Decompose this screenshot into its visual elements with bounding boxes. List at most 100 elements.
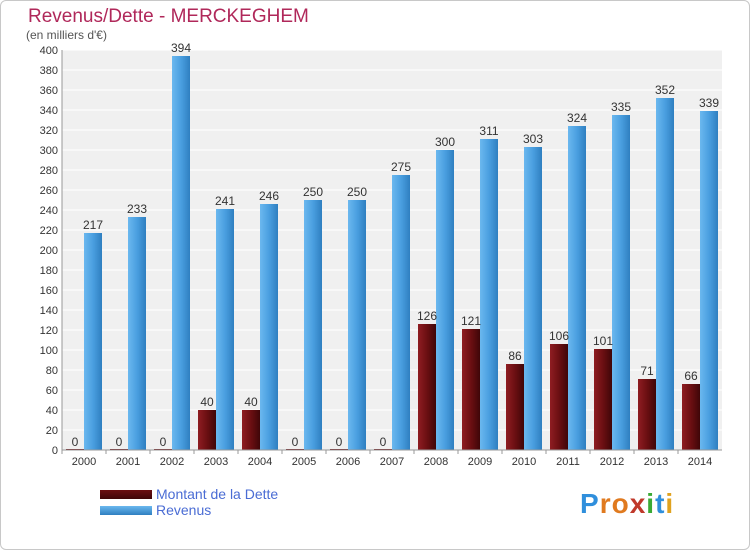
data-label: 339: [699, 96, 719, 110]
bar-revenus: [700, 111, 718, 450]
data-label: 241: [215, 194, 235, 208]
y-tick-label: 60: [46, 385, 58, 397]
bar-revenus: [172, 56, 190, 450]
logo-letter: o: [611, 488, 630, 519]
logo-letter: t: [655, 488, 666, 519]
legend: Montant de la Dette Revenus: [100, 486, 278, 518]
x-tick-label: 2002: [160, 456, 184, 468]
data-label: 352: [655, 83, 675, 97]
x-tick-label: 2010: [512, 456, 536, 468]
logo-letter: r: [599, 488, 612, 519]
y-tick-label: 120: [40, 325, 58, 337]
x-tick-label: 2012: [600, 456, 624, 468]
bar-dette: [638, 379, 656, 450]
data-label: 394: [171, 41, 191, 55]
data-label: 40: [200, 395, 214, 409]
data-label: 300: [435, 135, 455, 149]
x-tick-label: 2004: [248, 456, 272, 468]
data-label: 0: [116, 435, 123, 449]
x-tick-label: 2005: [292, 456, 316, 468]
bar-revenus: [128, 217, 146, 450]
data-label: 0: [72, 435, 79, 449]
data-label: 71: [640, 364, 654, 378]
x-tick-label: 2000: [72, 456, 96, 468]
bar-revenus: [612, 115, 630, 450]
logo-letter: P: [580, 488, 600, 519]
data-label: 0: [160, 435, 167, 449]
y-tick-label: 20: [46, 425, 58, 437]
data-label: 250: [347, 185, 367, 199]
y-tick-label: 40: [46, 405, 58, 417]
legend-label-revenus: Revenus: [156, 502, 212, 518]
x-tick-label: 2003: [204, 456, 228, 468]
x-tick-label: 2008: [424, 456, 448, 468]
chart-subtitle: (en milliers d'€): [26, 28, 107, 42]
chart-title: Revenus/Dette - MERCKEGHEM: [28, 6, 309, 27]
legend-swatch-debt: [100, 489, 152, 499]
data-label: 324: [567, 111, 587, 125]
data-label: 86: [508, 349, 522, 363]
proxiti-logo: Proxiti: [580, 488, 674, 520]
bar-revenus: [260, 204, 278, 450]
y-tick-label: 160: [40, 285, 58, 297]
data-label: 303: [523, 132, 543, 146]
logo-letter: x: [629, 488, 647, 519]
x-tick-label: 2009: [468, 456, 492, 468]
bar-revenus: [392, 175, 410, 450]
data-label: 217: [83, 218, 103, 232]
legend-label-debt: Montant de la Dette: [156, 486, 279, 502]
bar-dette: [462, 329, 480, 450]
data-label: 126: [417, 309, 437, 323]
bar-dette: [198, 410, 216, 450]
x-tick-label: 2013: [644, 456, 668, 468]
bar-revenus: [524, 147, 542, 450]
data-label: 233: [127, 202, 147, 216]
logo-letter: i: [665, 488, 675, 519]
y-tick-label: 280: [40, 165, 58, 177]
bar-revenus: [348, 200, 366, 450]
bar-dette: [682, 384, 700, 450]
y-tick-label: 320: [40, 125, 58, 137]
data-label: 40: [244, 395, 258, 409]
y-tick-label: 380: [40, 65, 58, 77]
data-label: 0: [380, 435, 387, 449]
data-label: 250: [303, 185, 323, 199]
y-tick-label: 0: [52, 445, 58, 457]
x-tick-label: 2014: [688, 456, 712, 468]
legend-item-revenus: Revenus: [100, 502, 278, 518]
legend-swatch-revenus: [100, 505, 152, 515]
bar-revenus: [568, 126, 586, 450]
bar-revenus: [436, 150, 454, 450]
data-label: 66: [684, 369, 698, 383]
data-label: 246: [259, 189, 279, 203]
data-label: 121: [461, 314, 481, 328]
data-label: 0: [336, 435, 343, 449]
x-tick-label: 2007: [380, 456, 404, 468]
data-label: 101: [593, 334, 613, 348]
y-tick-label: 300: [40, 145, 58, 157]
bar-dette: [242, 410, 260, 450]
y-tick-label: 240: [40, 205, 58, 217]
data-label: 106: [549, 329, 569, 343]
y-tick-label: 140: [40, 305, 58, 317]
bar-dette: [550, 344, 568, 450]
data-label: 335: [611, 100, 631, 114]
y-tick-label: 180: [40, 265, 58, 277]
bar-revenus: [304, 200, 322, 450]
bar-revenus: [480, 139, 498, 450]
bar-revenus: [656, 98, 674, 450]
data-label: 0: [292, 435, 299, 449]
bar-dette: [594, 349, 612, 450]
y-tick-label: 80: [46, 365, 58, 377]
data-label: 275: [391, 160, 411, 174]
x-tick-label: 2001: [116, 456, 140, 468]
y-tick-label: 260: [40, 185, 58, 197]
y-tick-label: 400: [40, 45, 58, 57]
bar-dette: [506, 364, 524, 450]
y-tick-label: 360: [40, 85, 58, 97]
y-tick-label: 100: [40, 345, 58, 357]
y-tick-label: 200: [40, 245, 58, 257]
bar-revenus: [84, 233, 102, 450]
logo-letter: i: [646, 488, 656, 519]
